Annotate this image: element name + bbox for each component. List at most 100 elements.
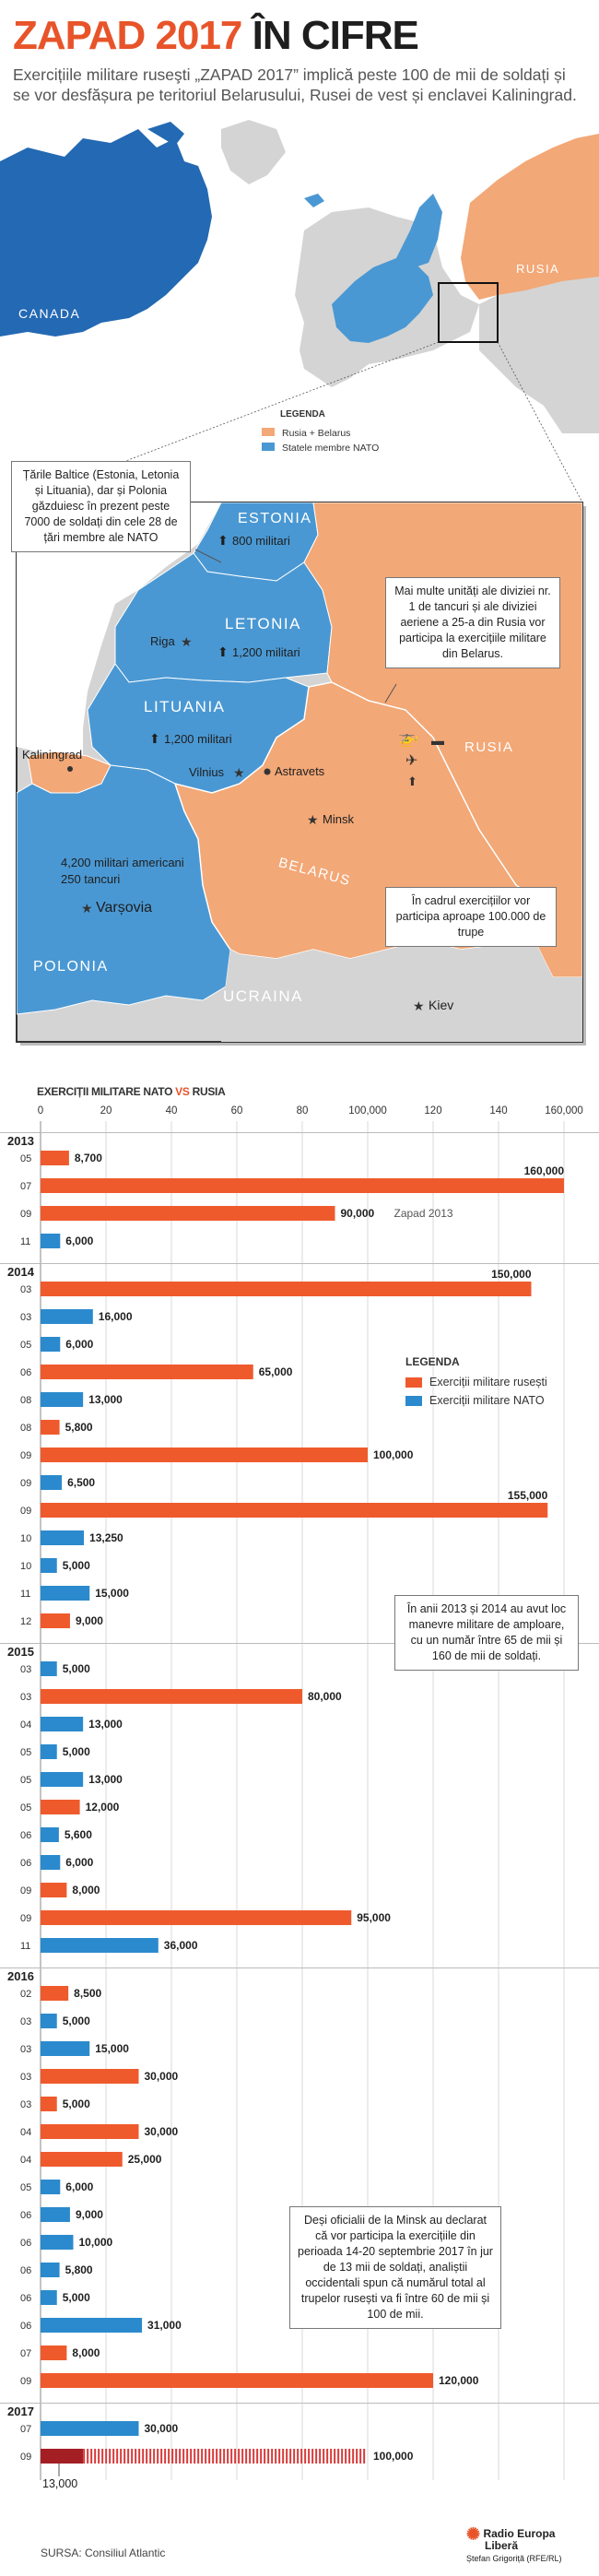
- bar-zapad2017-stripe: [278, 2449, 281, 2464]
- tick-label-3: 60: [231, 1105, 243, 1117]
- bar-russia: [41, 1365, 253, 1379]
- tick-label-4: 80: [297, 1105, 309, 1117]
- label-lithuania: LITUANIA: [144, 698, 226, 715]
- bar-russia: [41, 1206, 335, 1221]
- month-label: 05: [20, 1153, 31, 1164]
- helicopter-icon: 🚁: [398, 728, 418, 747]
- asia-gray: [479, 267, 599, 433]
- bar-nato: [41, 1558, 57, 1573]
- bar-zapad2017-stripe: [131, 2449, 134, 2464]
- bar-nato: [41, 1586, 90, 1601]
- bar-zapad2017-stripe: [94, 2449, 97, 2464]
- bar-zapad2017-stripe: [112, 2449, 115, 2464]
- bar-nato: [41, 1530, 85, 1545]
- month-label: 03: [20, 1284, 31, 1295]
- label-latvia: LETONIA: [225, 615, 301, 632]
- world-legend-title: LEGENDA: [280, 409, 325, 419]
- chart-title-vs: VS: [175, 1085, 190, 1098]
- bar-zapad2017-stripe: [182, 2449, 185, 2464]
- bar-nato: [41, 1661, 57, 1676]
- zoom-rectangle: [438, 282, 499, 343]
- bar-russia: [41, 1178, 564, 1193]
- bar-zapad2017-stripe: [282, 2449, 285, 2464]
- data-label: 36,000: [164, 1939, 198, 1952]
- chart-title-a: EXERCIȚII MILITARE NATO: [37, 1085, 176, 1098]
- bar-zapad2017-stripe: [98, 2449, 100, 2464]
- data-label: 13,000: [88, 1393, 123, 1406]
- month-label: 09: [20, 1885, 31, 1897]
- data-label: 100,000: [373, 1448, 414, 1461]
- bar-zapad2017-stripe: [164, 2449, 167, 2464]
- bar-russia: [41, 1282, 532, 1296]
- data-label: 9,000: [76, 2208, 103, 2221]
- note-2017: Deși oficialii de la Minsk au declarat c…: [289, 2206, 501, 2329]
- chart-legend-title: LEGENDA: [405, 1355, 460, 1368]
- note-2013-2014: În anii 2013 și 2014 au avut loc manevre…: [394, 1595, 579, 1671]
- city-kaliningrad: Kaliningrad: [22, 748, 82, 762]
- bar-zapad2017-stripe: [149, 2449, 152, 2464]
- bar-zapad2017-stripe: [260, 2449, 263, 2464]
- label-estonia: ESTONIA: [238, 511, 311, 526]
- month-label: 08: [20, 1395, 31, 1406]
- bar-nato: [41, 2318, 143, 2333]
- month-label: 09: [20, 1913, 31, 1924]
- bar-zapad2017-stripe: [348, 2449, 351, 2464]
- tick-label-0: 0: [38, 1105, 43, 1117]
- bar-nato: [41, 2421, 139, 2436]
- dot-kaliningrad: [67, 766, 73, 772]
- label-ukraine: UCRAINA: [223, 987, 303, 1005]
- data-label: 5,000: [63, 1745, 90, 1758]
- data-label: 5,800: [65, 2263, 93, 2276]
- month-label: 11: [20, 1589, 30, 1600]
- month-label: 04: [20, 1719, 31, 1731]
- data-label: 100,000: [373, 2450, 414, 2463]
- world-legend-nato: Statele membre NATO: [282, 443, 379, 454]
- month-label: 11: [20, 1236, 30, 1247]
- bar-zapad2017-stripe: [356, 2449, 358, 2464]
- data-label: 160,000: [524, 1164, 565, 1177]
- bar-zapad2017-stripe: [190, 2449, 193, 2464]
- data-label: 5,600: [65, 1828, 92, 1841]
- bar-zapad2017-stripe: [245, 2449, 248, 2464]
- chart-legend-russia: Exerciții militare rusești: [405, 1376, 547, 1388]
- month-label: 07: [20, 2424, 31, 2435]
- bar-zapad2017-stripe: [238, 2449, 241, 2464]
- month-label: 08: [20, 1423, 31, 1434]
- bar-zapad2017-stripe: [230, 2449, 233, 2464]
- month-label: 09: [20, 1209, 31, 1220]
- tick-label-7: 140: [489, 1105, 507, 1117]
- bar-nato: [41, 1475, 63, 1490]
- star-vilnius: ★: [233, 765, 245, 780]
- data-label: 10,000: [79, 2236, 113, 2249]
- bar-zapad2017-stripe: [120, 2449, 123, 2464]
- troops-estonia: 800 militari: [232, 534, 290, 548]
- scandinavia-shape: [396, 194, 442, 267]
- bar-zapad2017-stripe: [175, 2449, 178, 2464]
- data-label: 13,250: [89, 1531, 123, 1544]
- bar-nato: [41, 1309, 93, 1324]
- data-label: 5,000: [63, 2291, 90, 2304]
- month-label: 06: [20, 2321, 31, 2332]
- baltic-sea: [17, 502, 221, 765]
- month-label: 04: [20, 2127, 31, 2138]
- data-label: 80,000: [308, 1690, 342, 1703]
- data-label: 15,000: [95, 1587, 129, 1600]
- data-label: 8,000: [72, 1884, 100, 1897]
- bar-zapad2017-stripe: [275, 2449, 277, 2464]
- bar-nato: [41, 1234, 61, 1248]
- bar-zapad2017-stripe: [234, 2449, 237, 2464]
- data-label: 16,000: [99, 1310, 133, 1323]
- city-warsaw: Varșovia: [96, 900, 152, 916]
- tick-label-8: 160,000: [545, 1105, 583, 1117]
- troops-lithuania-arrow: ⬆: [149, 731, 160, 746]
- star-warsaw: ★: [81, 901, 93, 916]
- brand-logo: ✺ Radio Europa Liberă Ștefan Grigoriță (…: [466, 2525, 562, 2565]
- bar-zapad2017-stripe: [315, 2449, 318, 2464]
- data-label: 5,800: [65, 1421, 93, 1434]
- month-label: 07: [20, 1181, 31, 1192]
- year-label-2013: 2013: [7, 1134, 34, 1148]
- month-label: 06: [20, 1367, 31, 1378]
- label-russia-detail: RUSIA: [464, 739, 513, 755]
- bar-russia: [41, 1689, 302, 1704]
- year-divider-2017: [0, 2403, 599, 2404]
